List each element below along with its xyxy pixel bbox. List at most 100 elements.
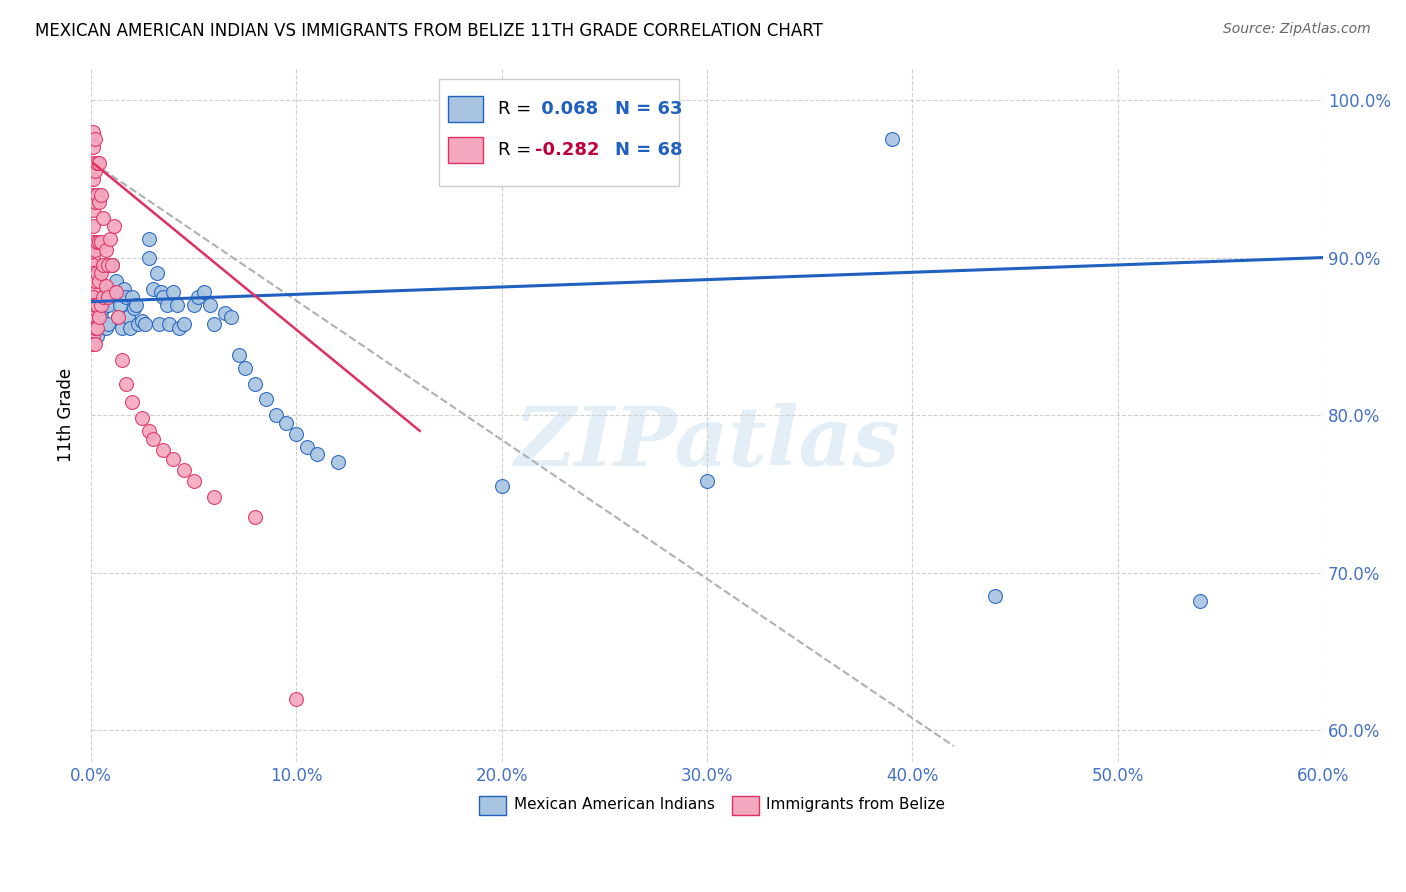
Point [82,274,104,288]
Point [200,298,222,312]
Point [285,427,308,442]
Point [86,187,108,202]
Point [97,298,120,312]
Text: -0.282: -0.282 [534,141,599,160]
Point [149,285,172,300]
Point [148,317,170,331]
Point [245,510,267,524]
Text: ZIPatlas: ZIPatlas [515,403,900,483]
Bar [439,78,679,186]
Point [84,274,107,288]
Point [97,259,120,273]
Text: R =: R = [498,141,537,160]
Point [115,376,138,391]
Point [108,298,131,312]
Point [84,298,107,312]
Point [127,317,149,331]
Point [219,310,242,325]
Point [82,298,104,312]
Point [82,337,104,351]
Point [162,452,184,467]
Point [1188,594,1211,608]
Point [115,290,138,304]
Point [696,475,718,489]
Point [103,285,125,300]
Text: N = 68: N = 68 [614,141,682,160]
Bar [449,95,482,122]
Bar [479,796,506,815]
Point [82,282,104,296]
Point [89,306,111,320]
Point [90,298,112,312]
Point [111,353,134,368]
Point [84,321,107,335]
Point [285,691,308,706]
Point [82,288,104,302]
Point [880,132,903,146]
Point [93,259,115,273]
Point [82,259,104,273]
Point [117,310,139,325]
Text: N = 63: N = 63 [614,100,682,118]
Point [97,290,120,304]
Point [94,321,117,335]
Point [134,317,156,331]
Point [276,416,298,430]
Point [86,329,108,343]
Point [90,310,112,325]
Point [103,219,125,233]
Point [254,392,277,407]
Point [82,187,104,202]
Point [84,195,107,210]
Point [82,313,104,327]
Point [157,317,180,331]
Point [93,290,115,304]
Point [121,395,143,409]
Point [98,232,121,246]
Point [107,310,129,325]
Text: Mexican American Indians: Mexican American Indians [513,797,714,812]
Point [233,360,256,375]
Point [84,132,107,146]
Point [86,298,108,312]
Point [82,290,104,304]
Point [138,251,160,265]
Point [90,235,112,249]
Point [93,301,115,315]
Point [152,442,174,457]
Y-axis label: 11th Grade: 11th Grade [58,368,75,462]
Point [82,156,104,170]
Point [86,321,108,335]
Point [84,164,107,178]
Point [142,282,165,296]
Point [131,411,153,425]
Point [89,274,111,288]
Point [131,313,153,327]
Point [138,424,160,438]
Point [491,479,513,493]
Point [89,156,111,170]
Point [82,251,104,265]
Point [142,432,165,446]
Point [82,321,104,335]
Point [94,279,117,293]
Point [86,156,108,170]
Point [162,285,184,300]
Point [82,306,104,320]
Point [97,317,120,331]
Point [202,490,225,504]
Point [100,259,122,273]
Point [173,463,195,477]
Point [90,187,112,202]
Point [305,448,328,462]
Point [86,235,108,249]
Point [89,235,111,249]
Point [82,140,104,154]
Point [326,455,349,469]
Point [107,310,129,325]
Point [173,317,195,331]
Point [84,243,107,257]
Point [89,310,111,325]
Point [125,298,148,312]
Point [82,219,104,233]
